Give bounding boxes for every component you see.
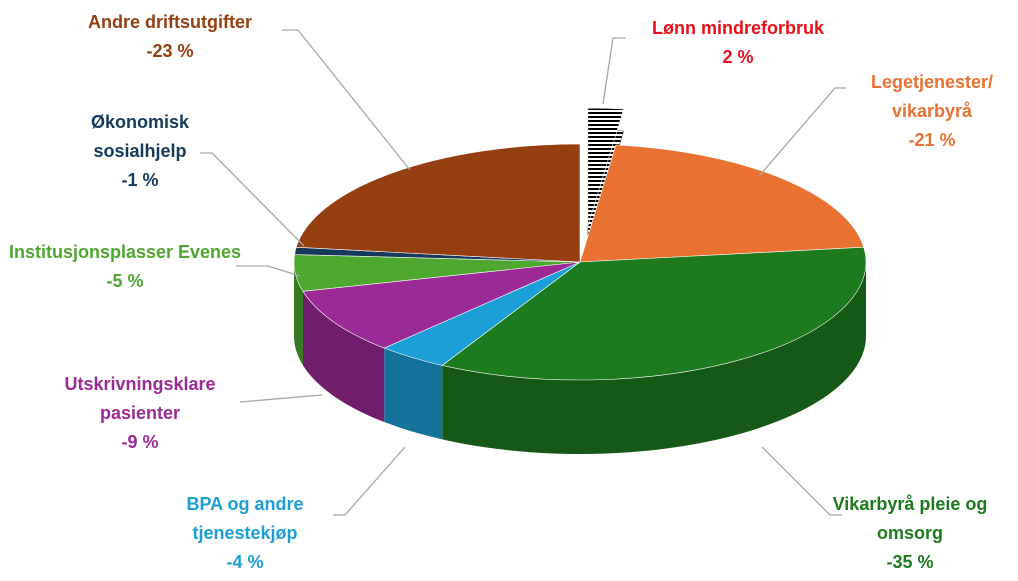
value-label: 2 % <box>722 47 754 67</box>
data-label: BPA og andre tjenestekjøp -4 % <box>155 490 335 577</box>
leader-line <box>602 37 626 105</box>
category-label: Lønn mindreforbruk <box>652 18 824 38</box>
value-label: -5 % <box>106 271 144 291</box>
pie-side <box>384 348 443 440</box>
pie-side <box>302 291 385 423</box>
value-label: -21 % <box>908 130 956 150</box>
data-label: Vikarbyrå pleie og omsorg -35 % <box>810 490 1010 577</box>
leader-line <box>333 446 406 516</box>
leader-line <box>759 87 846 176</box>
category-label: Institusjonsplasser Evenes <box>8 242 242 262</box>
pie-slice <box>587 107 625 227</box>
category-label: Utskrivningsklare pasienter <box>64 374 216 423</box>
value-label: -35 % <box>886 552 934 572</box>
leader-line <box>761 446 842 516</box>
value-label: -1 % <box>121 170 159 190</box>
pie-side <box>442 262 866 454</box>
leader-line <box>282 29 411 171</box>
data-label: Utskrivningsklare pasienter -9 % <box>40 370 240 457</box>
value-label: -9 % <box>121 432 159 452</box>
category-label: BPA og andre tjenestekjøp <box>186 494 304 543</box>
data-label: Lønn mindreforbruk 2 % <box>608 14 868 72</box>
data-label: Legetjenester/ vikarbyrå -21 % <box>847 68 1017 155</box>
data-label: Institusjonsplasser Evenes -5 % <box>5 238 245 296</box>
pie-slice <box>441 246 867 381</box>
category-label: Legetjenester/ vikarbyrå <box>870 72 994 121</box>
pie-slice <box>295 143 581 263</box>
leader-line <box>200 152 305 247</box>
leader-line <box>239 394 323 403</box>
value-label: -4 % <box>226 552 264 572</box>
pie-slice <box>579 144 865 263</box>
pie-slice <box>302 261 581 349</box>
value-label: -23 % <box>146 41 194 61</box>
category-label: Økonomisk sosialhjelp <box>90 112 190 161</box>
category-label: Vikarbyrå pleie og omsorg <box>832 494 988 543</box>
leader-line <box>236 265 301 277</box>
data-label: Økonomisk sosialhjelp -1 % <box>65 108 215 195</box>
data-label: Andre driftsutgifter -23 % <box>40 8 300 66</box>
category-label: Andre driftsutgifter <box>88 12 252 32</box>
